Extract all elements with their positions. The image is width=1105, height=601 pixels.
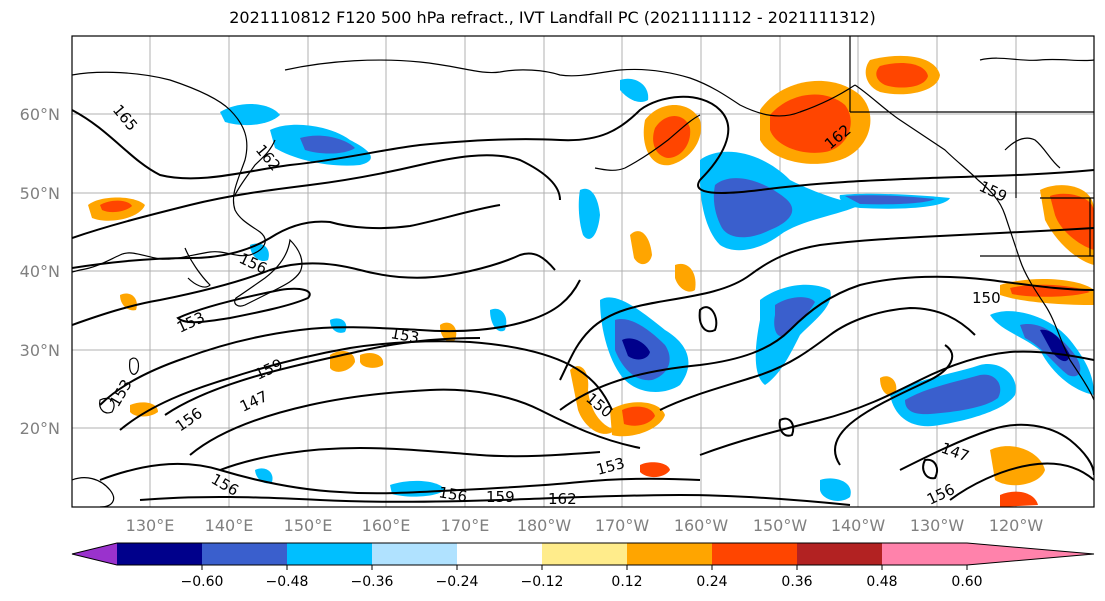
colorbar: −0.60 −0.48 −0.36 −0.24 −0.12 0.12 0.24 … xyxy=(71,542,1095,590)
graticule xyxy=(72,36,1094,507)
colorbar-segment xyxy=(457,543,542,565)
colorbar-tick-label: −0.24 xyxy=(436,574,479,590)
colorbar-segment xyxy=(202,543,287,565)
colorbar-tick-label: −0.48 xyxy=(266,574,309,590)
coastlines xyxy=(72,57,1094,507)
lon-label: 170°E xyxy=(441,516,490,535)
lon-label: 160°W xyxy=(674,516,729,535)
contour-label: 153 xyxy=(389,324,420,347)
lon-label: 120°W xyxy=(989,516,1044,535)
colorbar-tick-label: 0.48 xyxy=(866,574,897,590)
colorbar-tick-label: 0.12 xyxy=(611,574,642,590)
lat-label: 40°N xyxy=(20,262,60,281)
colorbar-tick-label: 0.36 xyxy=(781,574,812,590)
map-frame xyxy=(71,35,1095,508)
lat-label: 50°N xyxy=(20,184,60,203)
lon-label: 160°E xyxy=(362,516,411,535)
colorbar-tick-label: −0.12 xyxy=(521,574,564,590)
lat-label: 60°N xyxy=(20,105,60,124)
lat-label: 30°N xyxy=(20,341,60,360)
lon-label: 140°E xyxy=(205,516,254,535)
colorbar-segment xyxy=(542,543,627,565)
colorbar-tick-label: 0.24 xyxy=(696,574,727,590)
colorbar-segment xyxy=(117,543,202,565)
colorbar-segment xyxy=(287,543,372,565)
colorbar-tick-label: −0.60 xyxy=(181,574,224,590)
longitude-labels: 130°E 140°E 150°E 160°E 170°E 180°W 170°… xyxy=(126,516,1044,535)
refractivity-contours xyxy=(72,95,1094,506)
colorbar-segment xyxy=(712,543,797,565)
colorbar-outline xyxy=(71,542,1095,566)
colorbar-tick-label: −0.36 xyxy=(351,574,394,590)
positive-anomaly-fill xyxy=(88,55,1094,507)
lon-label: 150°W xyxy=(753,516,808,535)
contour-label: 156 xyxy=(437,483,468,506)
map-content: 165 162 162 159 156 153 153 159 147 156 … xyxy=(72,36,1094,508)
contour-label: 162 xyxy=(548,490,577,508)
lon-label: 130°E xyxy=(126,516,175,535)
lon-label: 180°W xyxy=(517,516,572,535)
lat-label: 20°N xyxy=(20,419,60,438)
colorbar-segment xyxy=(627,543,712,565)
lon-label: 170°W xyxy=(595,516,650,535)
contour-label: 150 xyxy=(972,289,1001,307)
latitude-labels: 60°N 50°N 40°N 30°N 20°N xyxy=(20,105,60,438)
contour-label: 159 xyxy=(486,488,515,506)
political-boundaries xyxy=(849,36,1094,257)
colorbar-extend-high xyxy=(967,543,1094,565)
lon-label: 130°W xyxy=(910,516,965,535)
lon-label: 150°E xyxy=(284,516,333,535)
colorbar-tick-label: 0.60 xyxy=(951,574,982,590)
colorbar-segment xyxy=(372,543,457,565)
map-title: 2021110812 F120 500 hPa refract., IVT La… xyxy=(229,8,876,27)
colorbar-segment xyxy=(882,543,967,565)
colorbar-extend-low xyxy=(72,543,117,565)
lon-label: 140°W xyxy=(831,516,886,535)
colorbar-segment xyxy=(797,543,882,565)
